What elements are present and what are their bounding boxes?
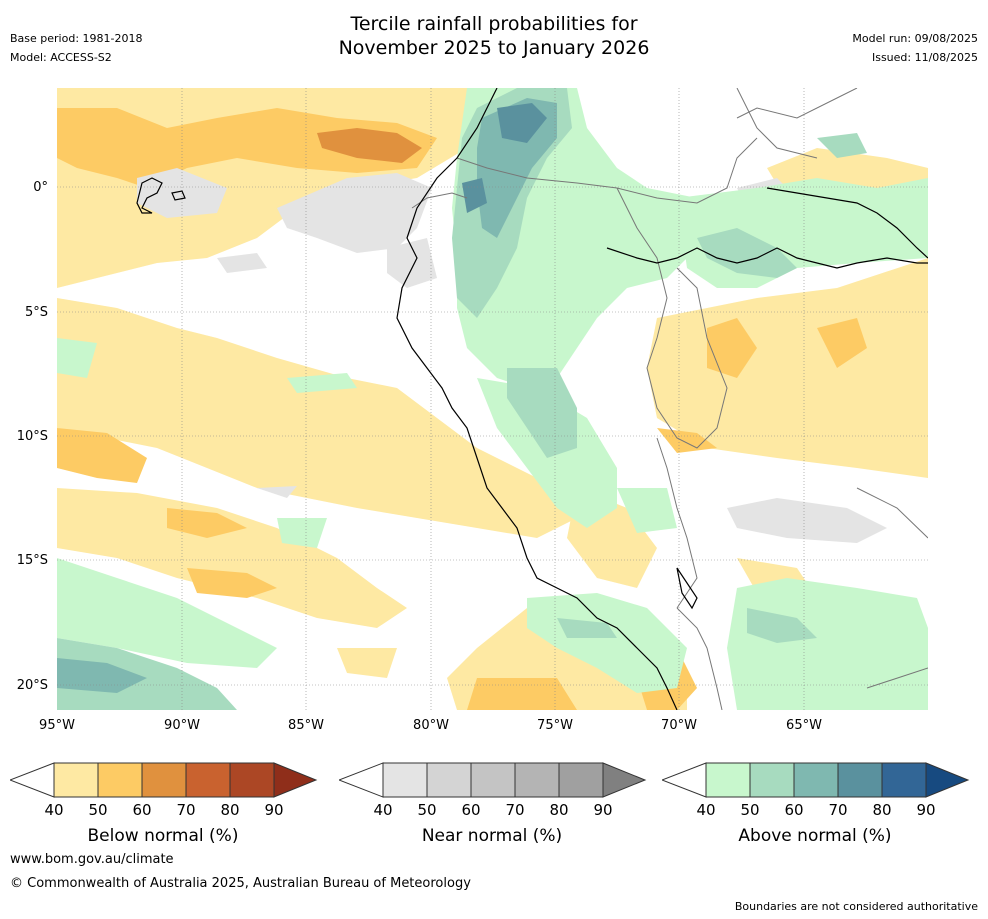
colorbar-below-normal bbox=[8, 762, 320, 798]
footer-copyright: © Commonwealth of Australia 2025, Austra… bbox=[10, 876, 471, 891]
lon-label-65w: 65°W bbox=[786, 718, 822, 733]
footer-disclaimer: Boundaries are not considered authoritat… bbox=[734, 900, 978, 913]
near-tick-40: 40 bbox=[373, 801, 393, 819]
colorbar-near-svg bbox=[337, 762, 647, 798]
near-tick-90: 90 bbox=[593, 801, 613, 819]
colorbar-below-title: Below normal (%) bbox=[87, 826, 239, 846]
lon-label-75w: 75°W bbox=[537, 718, 573, 733]
below-tick-50: 50 bbox=[88, 801, 108, 819]
map-canvas bbox=[57, 88, 928, 710]
colorbar-near-ticks: 40 50 60 70 80 90 bbox=[339, 801, 649, 821]
lon-label-80w: 80°W bbox=[413, 718, 449, 733]
lon-label-95w: 95°W bbox=[39, 718, 75, 733]
colorbar-above-title: Above normal (%) bbox=[738, 826, 892, 846]
lon-label-70w: 70°W bbox=[661, 718, 697, 733]
graticule bbox=[57, 88, 928, 710]
colorbar-near-normal bbox=[337, 762, 649, 798]
colorbar-above-svg bbox=[660, 762, 970, 798]
footer-url: www.bom.gov.au/climate bbox=[10, 852, 174, 867]
title-line-2: November 2025 to January 2026 bbox=[338, 37, 650, 59]
above-tick-60: 60 bbox=[784, 801, 804, 819]
below-tick-90: 90 bbox=[264, 801, 284, 819]
near-tick-80: 80 bbox=[549, 801, 569, 819]
near-tick-60: 60 bbox=[461, 801, 481, 819]
country-borders bbox=[411, 88, 928, 710]
above-tick-70: 70 bbox=[828, 801, 848, 819]
lat-label-20s: 20°S bbox=[16, 678, 48, 693]
lat-label-10s: 10°S bbox=[16, 429, 48, 444]
near-normal-regions bbox=[137, 168, 928, 700]
above-tick-40: 40 bbox=[696, 801, 716, 819]
colorbar-below-ticks: 40 50 60 70 80 90 bbox=[10, 801, 320, 821]
below-tick-40: 40 bbox=[44, 801, 64, 819]
above-tick-50: 50 bbox=[740, 801, 760, 819]
issued-text: Issued: 11/08/2025 bbox=[871, 51, 978, 64]
above-tick-80: 80 bbox=[872, 801, 892, 819]
lat-label-0: 0° bbox=[33, 180, 48, 195]
near-tick-50: 50 bbox=[417, 801, 437, 819]
below-normal-60-regions bbox=[317, 128, 422, 163]
lon-label-85w: 85°W bbox=[288, 718, 324, 733]
near-tick-70: 70 bbox=[505, 801, 525, 819]
colorbar-below-svg bbox=[8, 762, 318, 798]
model-text: Model: ACCESS-S2 bbox=[10, 51, 112, 64]
rainfall-probability-map bbox=[57, 88, 928, 710]
below-tick-60: 60 bbox=[132, 801, 152, 819]
lat-label-15s: 15°S bbox=[16, 553, 48, 568]
lon-label-90w: 90°W bbox=[164, 718, 200, 733]
above-normal-60-regions bbox=[57, 98, 557, 693]
below-tick-70: 70 bbox=[176, 801, 196, 819]
colorbar-near-title: Near normal (%) bbox=[421, 826, 563, 846]
above-tick-90: 90 bbox=[916, 801, 936, 819]
model-run-text: Model run: 09/08/2025 bbox=[852, 32, 978, 45]
coastlines bbox=[136, 88, 928, 710]
title-line-1: Tercile rainfall probabilities for bbox=[350, 13, 638, 35]
base-period-text: Base period: 1981-2018 bbox=[10, 32, 143, 45]
colorbar-above-ticks: 40 50 60 70 80 90 bbox=[662, 801, 972, 821]
below-tick-80: 80 bbox=[220, 801, 240, 819]
lat-label-5s: 5°S bbox=[24, 305, 48, 320]
colorbar-above-normal bbox=[660, 762, 972, 798]
page-title: Tercile rainfall probabilities for Novem… bbox=[0, 12, 988, 60]
